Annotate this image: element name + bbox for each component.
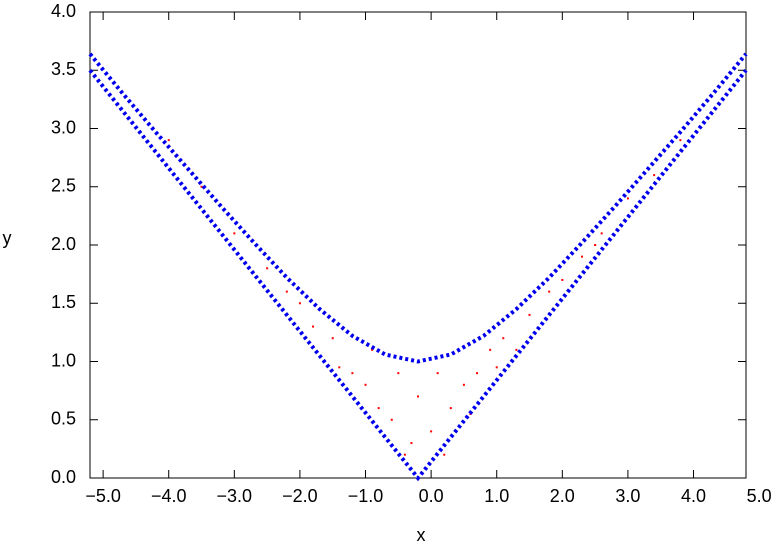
point bbox=[594, 244, 597, 246]
point bbox=[561, 278, 564, 281]
point bbox=[298, 302, 301, 305]
y-tick-label: 2.0 bbox=[51, 234, 76, 254]
x-tick-label: 4.0 bbox=[681, 486, 706, 506]
point bbox=[515, 348, 518, 351]
point bbox=[377, 407, 380, 410]
y-tick-label: 1.0 bbox=[51, 350, 76, 370]
x-tick-label: 2.0 bbox=[550, 486, 575, 506]
point bbox=[312, 325, 315, 328]
y-tick-label: 0.0 bbox=[51, 467, 76, 487]
point bbox=[489, 348, 492, 351]
point bbox=[443, 453, 446, 456]
y-tick-label: 4.0 bbox=[51, 1, 76, 21]
x-tick-label: −1.0 bbox=[348, 486, 384, 506]
curve bbox=[88, 68, 748, 482]
point bbox=[679, 139, 682, 142]
x-tick-label: 1.0 bbox=[484, 486, 509, 506]
point bbox=[462, 383, 465, 386]
point bbox=[403, 453, 406, 456]
point bbox=[338, 366, 341, 369]
point bbox=[449, 407, 452, 410]
point bbox=[600, 232, 603, 235]
point bbox=[285, 290, 288, 293]
point bbox=[548, 290, 551, 293]
point bbox=[495, 366, 498, 369]
plot-frame bbox=[89, 11, 747, 479]
point bbox=[390, 418, 393, 421]
x-tick-label: 0.0 bbox=[419, 486, 444, 506]
point bbox=[200, 185, 203, 188]
point bbox=[364, 383, 367, 386]
x-tick-label: −3.0 bbox=[217, 486, 253, 506]
x-tick-label: 3.0 bbox=[615, 486, 640, 506]
x-tick-label: −5.0 bbox=[85, 486, 121, 506]
y-tick-label: 3.5 bbox=[51, 59, 76, 79]
point bbox=[417, 395, 419, 398]
curve bbox=[88, 52, 748, 364]
point bbox=[502, 337, 505, 340]
point bbox=[476, 372, 479, 375]
point bbox=[430, 430, 433, 433]
x-tick-label: 5.0 bbox=[747, 486, 772, 506]
point bbox=[626, 197, 629, 200]
point bbox=[581, 255, 583, 258]
x-tick-label: −2.0 bbox=[282, 486, 318, 506]
point bbox=[371, 348, 374, 351]
point bbox=[266, 267, 269, 270]
point bbox=[436, 372, 439, 375]
point bbox=[653, 174, 656, 177]
y-axis-label: y bbox=[3, 228, 12, 248]
x-axis-label: x bbox=[417, 525, 426, 545]
y-tick-label: 3.0 bbox=[51, 117, 76, 137]
y-tick-label: 1.5 bbox=[51, 292, 76, 312]
x-tick-label: −4.0 bbox=[151, 486, 187, 506]
point bbox=[351, 372, 354, 375]
y-tick-label: 2.5 bbox=[51, 176, 76, 196]
point bbox=[397, 372, 400, 375]
point bbox=[410, 442, 413, 445]
point bbox=[528, 313, 531, 316]
point bbox=[331, 337, 334, 340]
y-tick-label: 0.5 bbox=[51, 409, 76, 429]
point bbox=[233, 232, 236, 235]
point bbox=[167, 139, 170, 142]
